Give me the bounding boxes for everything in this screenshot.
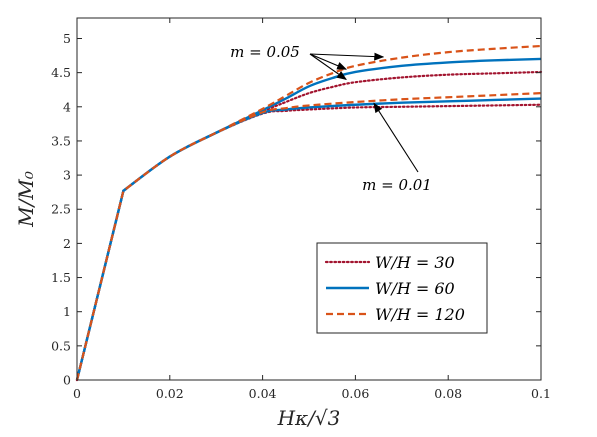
x-axis-title: Hκ/√3: [277, 406, 341, 430]
y-tick-label: 0.5: [51, 338, 71, 353]
y-tick-label: 1.5: [51, 270, 71, 285]
annotation-arrow: [309, 52, 385, 61]
series-line: [75, 97, 542, 381]
series-line: [75, 92, 542, 381]
legend-label: W/H = 120: [375, 305, 465, 324]
x-tick-label: 0.02: [156, 386, 184, 401]
y-tick-label: 4: [63, 99, 71, 114]
y-tick-label: 2: [63, 236, 71, 251]
ticks-layer: 0 0.02 0.04 0.06 0.08 0.1 0 0.5 1 1.5 2 2.5 3 3.5 4 4.5…: [51, 18, 551, 401]
legend-label: W/H = 60: [375, 279, 455, 298]
x-tick-label: 0.06: [341, 386, 369, 401]
y-tick-label: 3: [63, 168, 71, 183]
series-line: [75, 103, 543, 382]
plot-frame: [76, 17, 542, 381]
y-tick-label: 4.5: [51, 65, 71, 80]
annotation-label: m = 0.05: [230, 43, 300, 61]
annotation-layer: m = 0.05 m = 0.01: [230, 43, 432, 194]
annotation-label: m = 0.01: [362, 176, 432, 194]
series-layer: [75, 44, 543, 382]
legend: W/H = 30 W/H = 60 W/H = 120: [316, 242, 488, 334]
annotation-arrow: [373, 102, 419, 173]
annotation-arrow: [309, 53, 347, 81]
annotation-arrow: [309, 53, 348, 70]
x-tick-label: 0: [73, 386, 81, 401]
y-axis-title: M/M₀: [14, 171, 38, 228]
y-tick-label: 5: [63, 31, 71, 46]
legend-label: W/H = 30: [375, 253, 455, 272]
y-tick-label: 1: [63, 304, 71, 319]
y-tick-label: 0: [63, 373, 71, 388]
x-tick-label: 0.04: [249, 386, 277, 401]
y-tick-label: 2.5: [51, 202, 71, 217]
x-tick-label: 0.08: [434, 386, 462, 401]
x-tick-label: 0.1: [531, 386, 551, 401]
y-tick-label: 3.5: [51, 133, 71, 148]
series-line: [75, 44, 542, 381]
